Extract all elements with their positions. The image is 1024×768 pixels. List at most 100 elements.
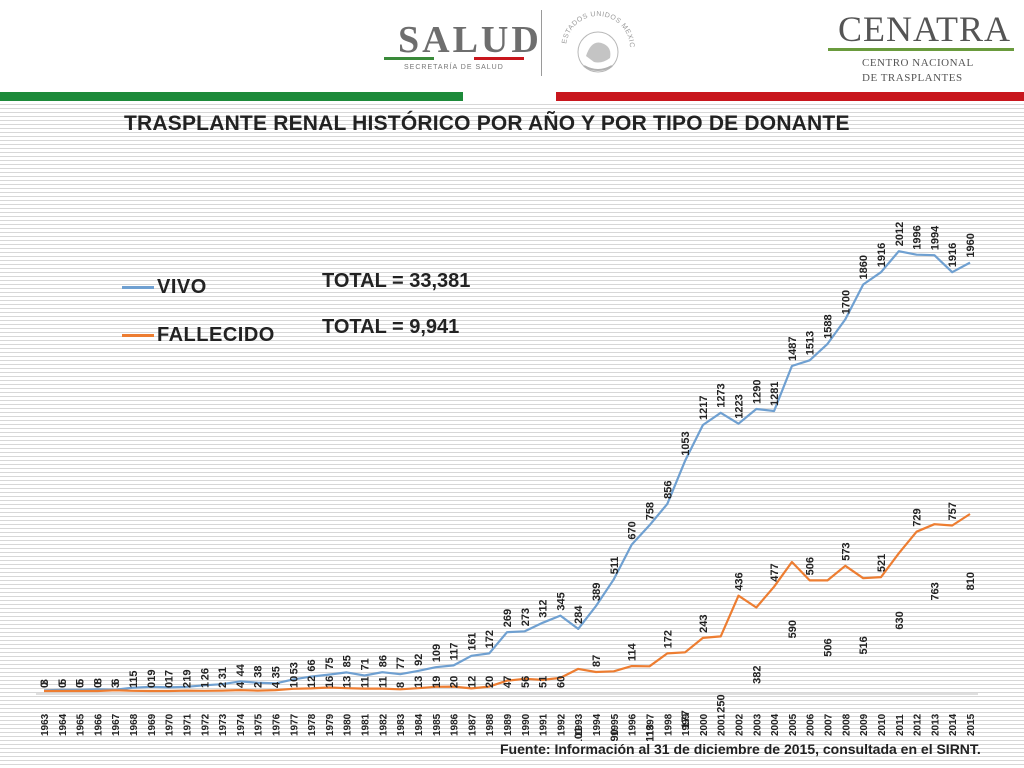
x-tick-label: 2004 — [770, 713, 781, 736]
flag-color-bar — [0, 92, 1024, 101]
data-label-vivo: 1281 — [769, 382, 781, 406]
x-tick-label: 1984 — [414, 713, 425, 736]
data-label-fallecido: 2 — [217, 682, 229, 688]
seal-arc-text: ESTADOS UNIDOS MEXICANOS — [556, 4, 635, 48]
legend-swatch-fallecido — [122, 334, 154, 337]
data-label-fallecido: 516 — [858, 636, 870, 654]
chart-title: TRASPLANTE RENAL HISTÓRICO POR AÑO Y POR… — [124, 112, 850, 135]
data-label-fallecido: 114 — [627, 642, 639, 661]
x-tick-label: 2005 — [788, 713, 799, 736]
x-tick-label: 2007 — [824, 713, 835, 736]
data-label-fallecido: 13 — [342, 676, 354, 688]
data-label-fallecido: 0 — [164, 682, 176, 688]
x-tick-label: 1966 — [93, 713, 104, 736]
striped-background — [0, 101, 1024, 768]
data-label-fallecido: 177 — [680, 710, 692, 728]
data-label-vivo: 85 — [342, 655, 354, 667]
data-label-fallecido: 763 — [929, 582, 941, 600]
data-label-fallecido: 20 — [449, 676, 461, 688]
x-tick-label: 1970 — [165, 713, 176, 736]
data-label-fallecido: 506 — [823, 638, 835, 656]
x-tick-label: 1980 — [343, 713, 354, 736]
data-label-vivo: 66 — [306, 659, 318, 671]
data-label-vivo: 1513 — [805, 331, 817, 355]
logo-divider — [541, 10, 542, 76]
header-banner: SALUD SECRETARÍA DE SALUD ESTADOS UNIDOS… — [0, 0, 1024, 92]
x-tick-label: 1985 — [432, 713, 443, 736]
data-label-vivo: 273 — [520, 608, 532, 626]
legend-swatch-vivo — [122, 286, 154, 289]
x-tick-label: 1997 — [645, 713, 656, 736]
x-tick-label: 1972 — [200, 713, 211, 736]
x-tick-label: 2011 — [895, 714, 906, 736]
data-label-vivo: 670 — [627, 521, 639, 539]
source-note: Fuente: Información al 31 de diciembre d… — [500, 741, 981, 757]
data-label-vivo: 312 — [538, 599, 550, 617]
x-tick-label: 2012 — [913, 713, 924, 736]
data-label-fallecido: 2 — [253, 682, 265, 688]
total-fallecido: TOTAL = 9,941 — [322, 316, 460, 338]
x-tick-label: 2002 — [735, 713, 746, 736]
data-label-vivo: 1996 — [912, 225, 924, 249]
x-tick-label: 2014 — [948, 713, 959, 736]
x-tick-label: 1978 — [307, 713, 318, 736]
data-label-vivo: 117 — [449, 643, 461, 661]
data-label-fallecido: 20 — [484, 676, 496, 688]
x-tick-label: 1999 — [681, 713, 692, 736]
data-label-fallecido: 630 — [894, 611, 906, 629]
data-label-fallecido: 382 — [751, 666, 763, 684]
flag-green-segment — [0, 92, 463, 101]
data-label-fallecido: 243 — [698, 615, 710, 633]
x-tick-label: 1996 — [628, 713, 639, 736]
cenatra-logo-subtitle: CENTRO NACIONAL DE TRASPLANTES — [862, 56, 974, 86]
data-label-vivo: 44 — [235, 663, 247, 676]
data-label-vivo: 31 — [217, 667, 229, 679]
data-label-vivo: 5 — [57, 679, 69, 685]
x-tick-label: 2003 — [752, 713, 763, 736]
x-tick-label: 1987 — [467, 713, 478, 736]
data-label-vivo: 172 — [484, 630, 496, 648]
data-label-fallecido: 60 — [555, 676, 567, 688]
series-line-fallecido — [44, 513, 971, 693]
data-label-vivo: 345 — [555, 592, 567, 610]
salud-logo-underline — [384, 57, 524, 60]
data-label-vivo: 1217 — [698, 396, 710, 420]
data-label-vivo: 2012 — [894, 222, 906, 246]
x-tick-label: 1965 — [76, 713, 87, 736]
data-label-fallecido: 0 — [146, 682, 158, 688]
data-label-vivo: 26 — [199, 668, 211, 680]
data-label-fallecido: 250 — [716, 694, 728, 712]
x-tick-label: 2000 — [699, 713, 710, 736]
data-label-fallecido: 11 — [360, 676, 372, 688]
data-label-fallecido: 87 — [591, 655, 603, 667]
data-label-fallecido: 3 — [110, 682, 122, 688]
data-label-vivo: 15 — [128, 670, 140, 682]
data-label-vivo: 389 — [591, 583, 603, 601]
x-tick-label: 1991 — [539, 713, 550, 736]
data-label-vivo: 511 — [609, 557, 621, 575]
data-label-vivo: 19 — [181, 670, 193, 682]
data-label-vivo: 1223 — [734, 394, 746, 418]
data-label-vivo: 6 — [110, 679, 122, 685]
data-label-vivo: 71 — [360, 658, 372, 670]
x-tick-label: 1995 — [610, 713, 621, 736]
data-label-fallecido: 436 — [734, 572, 746, 590]
data-label-fallecido: 2 — [181, 682, 193, 688]
x-tick-label: 1986 — [450, 713, 461, 736]
data-label-fallecido: 10 — [288, 676, 300, 688]
data-label-fallecido: 521 — [876, 554, 888, 572]
data-label-fallecido: 0 — [75, 682, 87, 688]
line-chart: 1963 1964 1965 1966 1967 1968 1969 1970 1971 1972… — [36, 222, 978, 741]
data-label-fallecido: 573 — [840, 542, 852, 560]
data-label-fallecido: 4 — [235, 681, 247, 688]
data-label-vivo: 1700 — [840, 290, 852, 314]
x-tick-label: 2015 — [966, 713, 977, 736]
data-label-fallecido: 90 — [609, 729, 621, 741]
x-tick-label: 2010 — [877, 713, 888, 736]
data-label-fallecido: 590 — [787, 620, 799, 638]
data-label-vivo: 109 — [431, 644, 443, 662]
data-label-fallecido: 101 — [573, 727, 585, 741]
data-label-vivo: 38 — [253, 665, 265, 677]
data-label-fallecido: 16 — [324, 676, 336, 688]
data-label-fallecido: 757 — [947, 502, 959, 520]
